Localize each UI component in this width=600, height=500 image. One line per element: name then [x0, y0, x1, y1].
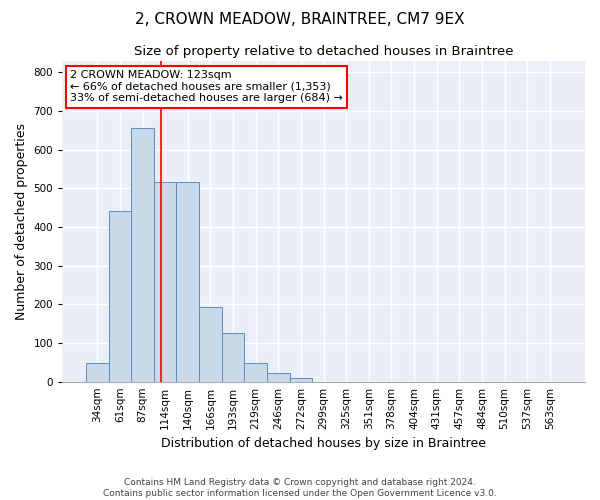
Bar: [244, 364, 267, 382]
Text: 2 CROWN MEADOW: 123sqm
← 66% of detached houses are smaller (1,353)
33% of semi-: 2 CROWN MEADOW: 123sqm ← 66% of detached…: [70, 70, 343, 103]
Bar: [154, 182, 176, 382]
Bar: [267, 373, 290, 382]
Bar: [176, 182, 199, 382]
Bar: [290, 378, 312, 382]
Text: 2, CROWN MEADOW, BRAINTREE, CM7 9EX: 2, CROWN MEADOW, BRAINTREE, CM7 9EX: [135, 12, 465, 28]
Bar: [199, 307, 222, 382]
Bar: [86, 364, 109, 382]
Bar: [222, 334, 244, 382]
Title: Size of property relative to detached houses in Braintree: Size of property relative to detached ho…: [134, 45, 514, 58]
Text: Contains HM Land Registry data © Crown copyright and database right 2024.
Contai: Contains HM Land Registry data © Crown c…: [103, 478, 497, 498]
Y-axis label: Number of detached properties: Number of detached properties: [15, 122, 28, 320]
Bar: [131, 128, 154, 382]
X-axis label: Distribution of detached houses by size in Braintree: Distribution of detached houses by size …: [161, 437, 486, 450]
Bar: [109, 210, 131, 382]
